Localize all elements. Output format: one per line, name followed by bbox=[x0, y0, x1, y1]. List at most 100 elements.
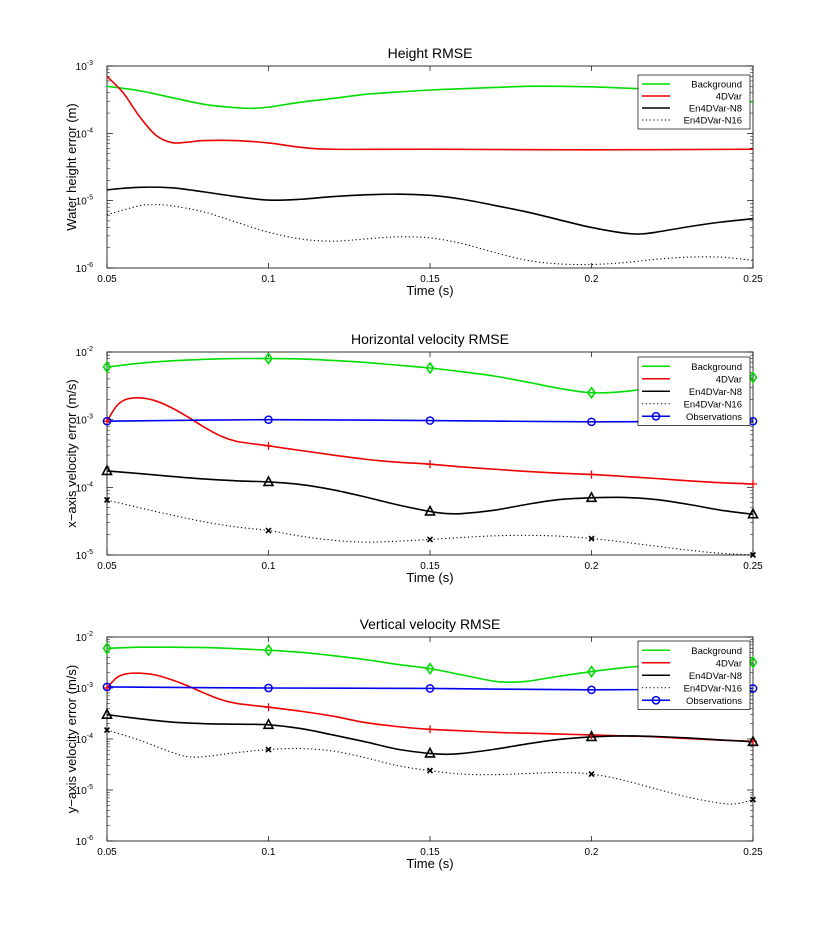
y-tick-base: 10 bbox=[76, 684, 88, 695]
data-point-en4dvar-n8 bbox=[262, 718, 275, 730]
y-tick-base: 10 bbox=[76, 837, 88, 848]
data-point-observations bbox=[264, 415, 273, 425]
data-point-background bbox=[264, 643, 273, 657]
panel-2: Horizontal velocity RMSE 0.05 0.1 0.15 0.2 0.… bbox=[64, 331, 763, 585]
y-tick-base: 10 bbox=[76, 786, 88, 797]
y-tick-label: 10-4 bbox=[76, 127, 93, 140]
legend-label-en4dvar-n16: En4DVar-N16 bbox=[684, 399, 742, 410]
legend-label-en4dvar-n16: En4DVar-N16 bbox=[684, 116, 742, 127]
data-point-en4dvar-n8 bbox=[424, 504, 436, 516]
y-tick-exponent: -5 bbox=[87, 784, 93, 791]
data-point-4dvar bbox=[264, 441, 273, 450]
legend-label-en4dvar-n8: En4DVar-N8 bbox=[689, 671, 742, 682]
x-axis-label: Time (s) bbox=[406, 283, 453, 298]
x-tick-label: 0.05 bbox=[97, 274, 117, 285]
y-tick-label: 10-4 bbox=[76, 481, 93, 494]
y-tick-label: 10-3 bbox=[76, 414, 93, 427]
data-point-background bbox=[102, 360, 112, 374]
y-tick-exponent: -2 bbox=[87, 346, 93, 353]
x-tick-label: 0.15 bbox=[420, 847, 440, 858]
data-point-4dvar bbox=[426, 725, 434, 734]
data-point-en4dvar-n8 bbox=[262, 475, 275, 487]
y-tick-exponent: -4 bbox=[87, 733, 93, 740]
data-point-observations bbox=[102, 682, 112, 692]
data-point-en4dvar-n16 bbox=[588, 535, 595, 542]
chart-title: Vertical velocity RMSE bbox=[360, 616, 501, 632]
x-tick-label: 0.2 bbox=[585, 274, 599, 285]
data-point-en4dvar-n8 bbox=[747, 735, 759, 747]
legend-label-4dvar: 4DVar bbox=[716, 658, 742, 669]
x-tick-label: 0.05 bbox=[97, 847, 117, 858]
chart-title: Height RMSE bbox=[388, 45, 473, 61]
y-tick-exponent: -4 bbox=[87, 127, 93, 134]
y-tick-label: 10-5 bbox=[76, 195, 93, 208]
y-tick-exponent: -5 bbox=[87, 195, 93, 202]
data-point-observations bbox=[587, 417, 596, 427]
series-line-en4dvar-n16 bbox=[107, 204, 753, 266]
data-point-4dvar bbox=[103, 417, 111, 426]
y-tick-label: 10-3 bbox=[76, 682, 93, 695]
y-tick-base: 10 bbox=[76, 416, 88, 427]
legend-label-background: Background bbox=[691, 80, 742, 91]
data-point-4dvar bbox=[587, 470, 596, 479]
y-tick-exponent: -3 bbox=[87, 60, 93, 67]
data-point-en4dvar-n16 bbox=[265, 746, 272, 753]
series-line-en4dvar-n16 bbox=[107, 729, 753, 805]
y-tick-exponent: -3 bbox=[87, 414, 93, 421]
legend-label-observations: Observations bbox=[686, 696, 742, 707]
y-tick-exponent: -5 bbox=[87, 549, 93, 556]
y-tick-label: 10-6 bbox=[76, 262, 93, 275]
y-tick-base: 10 bbox=[76, 348, 88, 359]
legend-label-4dvar: 4DVar bbox=[716, 92, 742, 103]
legend-label-observations: Observations bbox=[686, 412, 742, 423]
data-point-background bbox=[425, 361, 435, 375]
data-point-background bbox=[102, 641, 112, 655]
x-tick-label: 0.1 bbox=[262, 274, 276, 285]
data-point-en4dvar-n8 bbox=[747, 507, 759, 519]
y-axis-label: Water height error (m) bbox=[64, 103, 79, 230]
data-point-en4dvar-n16 bbox=[749, 551, 757, 559]
y-tick-base: 10 bbox=[76, 197, 88, 208]
y-tick-label: 10-2 bbox=[76, 631, 93, 644]
legend-label-4dvar: 4DVar bbox=[716, 374, 742, 385]
y-tick-label: 10-4 bbox=[76, 733, 93, 746]
data-point-en4dvar-n16 bbox=[103, 496, 111, 504]
data-point-en4dvar-n8 bbox=[101, 464, 113, 476]
data-point-en4dvar-n16 bbox=[265, 527, 272, 534]
data-point-background bbox=[587, 665, 596, 678]
data-point-observations bbox=[587, 685, 596, 695]
x-tick-label: 0.15 bbox=[420, 274, 440, 285]
y-tick-base: 10 bbox=[76, 633, 88, 644]
y-tick-base: 10 bbox=[76, 551, 88, 562]
data-point-en4dvar-n16 bbox=[426, 767, 434, 774]
y-axis-label: x−axis velocity error (m/s) bbox=[64, 379, 79, 527]
data-point-4dvar bbox=[749, 480, 757, 489]
data-point-en4dvar-n16 bbox=[588, 771, 595, 778]
y-tick-exponent: -4 bbox=[87, 481, 93, 488]
data-point-background bbox=[425, 662, 435, 676]
data-point-4dvar bbox=[264, 703, 273, 712]
legend-label-background: Background bbox=[691, 362, 742, 373]
data-point-en4dvar-n8 bbox=[424, 746, 436, 758]
y-tick-label: 10-6 bbox=[76, 835, 93, 848]
series-line-4dvar bbox=[107, 396, 753, 485]
x-tick-label: 0.25 bbox=[743, 561, 763, 572]
data-point-observations bbox=[425, 684, 435, 693]
legend-label-en4dvar-n8: En4DVar-N8 bbox=[689, 104, 742, 115]
y-tick-exponent: -6 bbox=[87, 262, 93, 269]
x-tick-label: 0.25 bbox=[743, 847, 763, 858]
y-tick-exponent: -6 bbox=[87, 835, 93, 842]
x-axis-label: Time (s) bbox=[406, 856, 453, 871]
y-tick-exponent: -3 bbox=[87, 682, 93, 689]
data-point-en4dvar-n16 bbox=[749, 796, 757, 803]
y-tick-label: 10-5 bbox=[76, 784, 93, 797]
data-point-background bbox=[748, 655, 758, 669]
y-tick-label: 10-2 bbox=[76, 346, 93, 359]
data-point-4dvar bbox=[426, 460, 434, 469]
series-line-en4dvar-n8 bbox=[107, 186, 753, 235]
series-line-en4dvar-n8 bbox=[107, 470, 753, 516]
